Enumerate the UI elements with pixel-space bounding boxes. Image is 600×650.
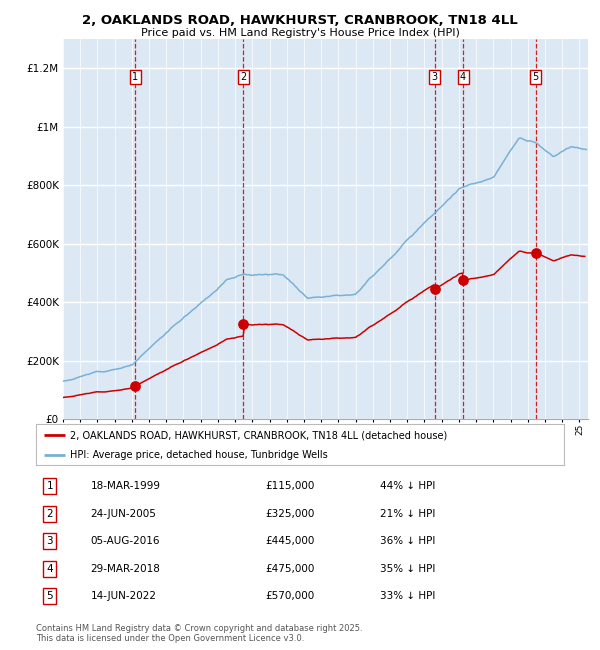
Text: 33% ↓ HPI: 33% ↓ HPI — [380, 592, 436, 601]
Text: 44% ↓ HPI: 44% ↓ HPI — [380, 482, 436, 491]
Text: 5: 5 — [532, 72, 539, 82]
Text: £445,000: £445,000 — [265, 536, 314, 546]
Text: 18-MAR-1999: 18-MAR-1999 — [91, 482, 161, 491]
Text: £115,000: £115,000 — [265, 482, 314, 491]
Text: 1: 1 — [46, 482, 53, 491]
Point — [458, 275, 468, 285]
Text: 29-MAR-2018: 29-MAR-2018 — [91, 564, 160, 574]
Text: This data is licensed under the Open Government Licence v3.0.: This data is licensed under the Open Gov… — [36, 634, 304, 644]
Point — [430, 284, 440, 294]
Point — [531, 247, 541, 257]
Text: £325,000: £325,000 — [265, 509, 314, 519]
Text: 1: 1 — [133, 72, 139, 82]
Text: 36% ↓ HPI: 36% ↓ HPI — [380, 536, 436, 546]
Text: 2, OAKLANDS ROAD, HAWKHURST, CRANBROOK, TN18 4LL (detached house): 2, OAKLANDS ROAD, HAWKHURST, CRANBROOK, … — [70, 430, 448, 440]
Point — [131, 380, 140, 391]
Text: HPI: Average price, detached house, Tunbridge Wells: HPI: Average price, detached house, Tunb… — [70, 450, 328, 460]
Text: 4: 4 — [46, 564, 53, 574]
Text: 3: 3 — [432, 72, 438, 82]
Point — [239, 319, 248, 330]
Text: 4: 4 — [460, 72, 466, 82]
Text: 14-JUN-2022: 14-JUN-2022 — [91, 592, 157, 601]
Text: 5: 5 — [46, 592, 53, 601]
Text: 24-JUN-2005: 24-JUN-2005 — [91, 509, 157, 519]
Text: Price paid vs. HM Land Registry's House Price Index (HPI): Price paid vs. HM Land Registry's House … — [140, 28, 460, 38]
Text: 35% ↓ HPI: 35% ↓ HPI — [380, 564, 436, 574]
Text: 2, OAKLANDS ROAD, HAWKHURST, CRANBROOK, TN18 4LL: 2, OAKLANDS ROAD, HAWKHURST, CRANBROOK, … — [82, 14, 518, 27]
Text: 2: 2 — [46, 509, 53, 519]
Text: Contains HM Land Registry data © Crown copyright and database right 2025.: Contains HM Land Registry data © Crown c… — [36, 624, 362, 633]
Text: 21% ↓ HPI: 21% ↓ HPI — [380, 509, 436, 519]
Text: £570,000: £570,000 — [265, 592, 314, 601]
Text: 05-AUG-2016: 05-AUG-2016 — [91, 536, 160, 546]
Text: 2: 2 — [240, 72, 247, 82]
Text: £475,000: £475,000 — [265, 564, 314, 574]
Text: 3: 3 — [46, 536, 53, 546]
